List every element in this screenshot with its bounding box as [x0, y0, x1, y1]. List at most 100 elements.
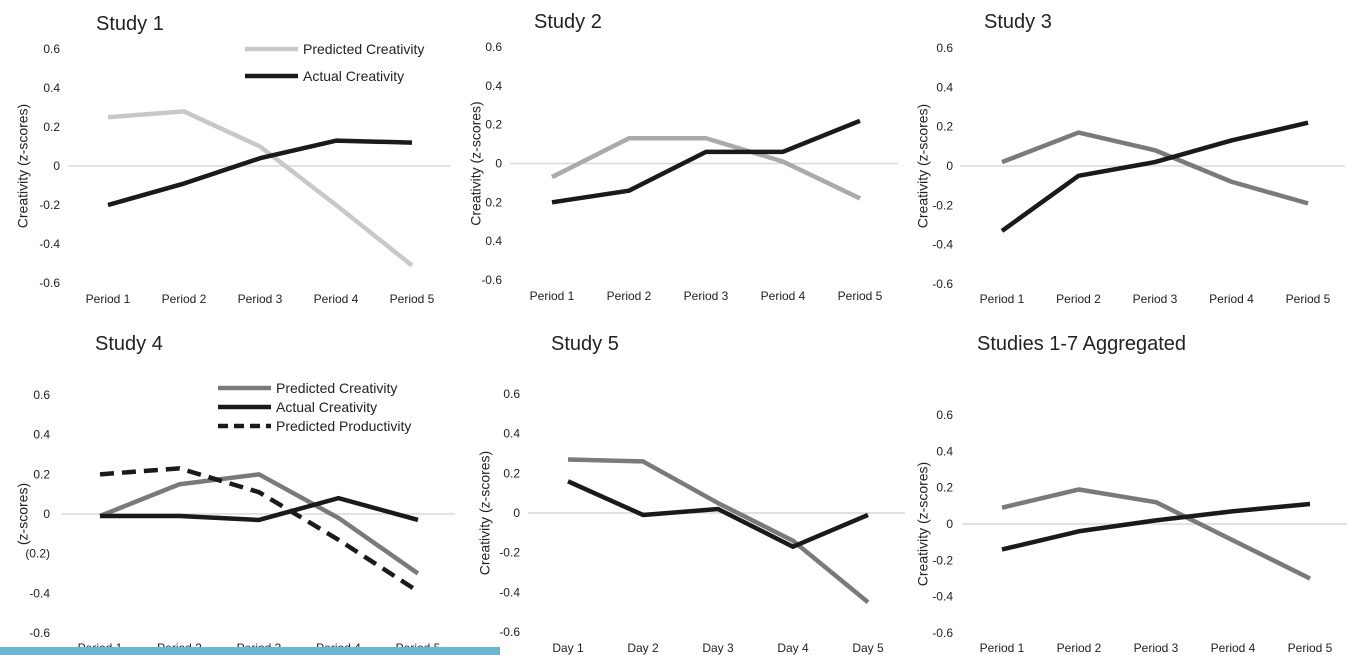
series-line-1 — [550, 136, 861, 201]
y-axis-label: Creativity (z-scores) — [477, 451, 493, 575]
y-tick-label: -0.2 — [932, 553, 953, 567]
x-tick-label: Day 2 — [627, 641, 659, 655]
y-tick-label: -0.2 — [932, 198, 953, 212]
chart-panel-1: Study 1 Creativity (z-scores) 0.6 0.4 0.2 0 -0… — [15, 13, 450, 306]
x-tick-label: Day 4 — [777, 641, 809, 655]
chart-title: Studies 1-7 Aggregated — [977, 333, 1186, 355]
chart-panel-2: Study 2 Creativity (z-scores) 0.6 0.4 0.2 0 0.… — [468, 11, 898, 303]
series-line-1 — [1001, 130, 1309, 206]
chart-panel-3: Study 3 Creativity (z-scores) 0.6 0.4 0.2 0 -0… — [915, 11, 1345, 306]
y-tick-label: (0.2) — [25, 547, 50, 561]
y-tick-label: 0.4 — [43, 81, 60, 95]
y-tick-label: -0.6 — [29, 626, 50, 640]
y-tick-label: 0.2 — [936, 120, 953, 134]
y-tick-label: 0.4 — [485, 79, 502, 93]
x-tick-label: Period 4 — [314, 292, 359, 306]
y-axis-label: Creativity (z-scores) — [915, 104, 931, 228]
x-tick-label: Day 3 — [702, 641, 734, 655]
y-axis-label: (z-scores) — [15, 483, 31, 545]
legend-label: Predicted Creativity — [303, 41, 424, 57]
legend-label: Actual Creativity — [303, 68, 404, 84]
chart-title: Study 4 — [95, 333, 163, 355]
chart-panel-5: Study 5 Creativity (z-scores) 0.6 0.4 0.2 0 -0… — [477, 333, 905, 655]
x-tick-label: Period 1 — [86, 292, 131, 306]
legend-label: Actual Creativity — [276, 399, 377, 415]
y-tick-label: -0.4 — [932, 590, 953, 604]
y-tick-label: 0 — [495, 157, 502, 171]
y-tick-label: -0.4 — [499, 585, 520, 599]
y-tick-label: 0.4 — [485, 234, 502, 248]
x-tick-label: Period 4 — [761, 289, 806, 303]
y-tick-label: 0.6 — [43, 42, 60, 56]
x-tick-label: Period 3 — [684, 289, 729, 303]
y-tick-label: 0.6 — [936, 408, 953, 422]
chart-panel-4: Study 4 (z-scores) 0.6 0.4 0.2 0 (0.2) -0.4 -0.6… — [15, 333, 455, 655]
y-tick-label: 0 — [513, 506, 520, 520]
x-tick-label: Period 3 — [1134, 641, 1179, 655]
series-line-2 — [107, 138, 413, 208]
y-tick-label: 0.4 — [936, 444, 953, 458]
x-tick-label: Period 1 — [530, 289, 575, 303]
chart-title: Study 3 — [984, 11, 1052, 33]
chart-title: Study 1 — [96, 13, 164, 35]
y-axis-label: Creativity (z-scores) — [915, 462, 931, 586]
chart-panel-6: Studies 1-7 Aggregated Creativity (z-scor… — [915, 333, 1347, 655]
x-tick-label: Period 4 — [1209, 292, 1254, 306]
y-tick-label: -0.4 — [932, 238, 953, 252]
y-tick-label: 0.6 — [485, 40, 502, 54]
y-tick-label: 0.2 — [43, 120, 60, 134]
y-tick-label: 0.4 — [936, 80, 953, 94]
y-tick-label: 0 — [946, 517, 953, 531]
series-line-2 — [567, 479, 869, 549]
x-tick-label: Day 1 — [552, 641, 584, 655]
y-tick-label: -0.6 — [481, 273, 502, 287]
y-tick-label: 0 — [946, 159, 953, 173]
y-tick-label: 0.6 — [936, 41, 953, 55]
series-line-1 — [1001, 487, 1311, 581]
y-tick-label: -0.6 — [932, 626, 953, 640]
series-line-2 — [1000, 120, 1309, 233]
series-line-2 — [1001, 501, 1311, 552]
y-tick-label: 0 — [53, 159, 60, 173]
y-tick-label: 0.6 — [503, 387, 520, 401]
y-tick-label: -0.2 — [39, 198, 60, 212]
x-tick-label: Period 1 — [980, 641, 1025, 655]
x-tick-label: Day 5 — [852, 641, 884, 655]
x-tick-label: Period 3 — [238, 292, 283, 306]
x-tick-label: Period 2 — [1057, 641, 1102, 655]
x-tick-label: Period 2 — [607, 289, 652, 303]
x-tick-label: Period 5 — [1288, 641, 1333, 655]
x-tick-label: Period 5 — [838, 289, 883, 303]
y-tick-label: 0.2 — [33, 467, 50, 481]
y-tick-label: 0.2 — [485, 195, 502, 209]
series-line-3 — [99, 466, 420, 594]
x-tick-label: Period 1 — [980, 292, 1025, 306]
y-axis-label: Creativity (z-scores) — [468, 101, 484, 225]
legend-label: Predicted Productivity — [276, 418, 411, 434]
y-tick-label: -0.2 — [499, 546, 520, 560]
y-tick-label: 0.2 — [503, 466, 520, 480]
x-tick-label: Period 3 — [1133, 292, 1178, 306]
y-tick-label: 0.4 — [503, 427, 520, 441]
y-tick-label: 0.4 — [33, 428, 50, 442]
y-tick-label: -0.4 — [29, 586, 50, 600]
y-tick-label: 0.6 — [33, 388, 50, 402]
y-axis-label: Creativity (z-scores) — [15, 104, 31, 228]
x-tick-label: Period 2 — [1056, 292, 1101, 306]
x-tick-label: Period 2 — [162, 292, 207, 306]
series-line-2 — [551, 118, 861, 205]
chart-title: Study 5 — [551, 333, 619, 355]
y-tick-label: -0.6 — [39, 276, 60, 290]
y-tick-label: 0 — [43, 507, 50, 521]
y-tick-label: 0.2 — [485, 118, 502, 132]
y-tick-label: 0.2 — [936, 481, 953, 495]
x-tick-label: Period 4 — [1211, 641, 1256, 655]
series-line-1 — [567, 457, 870, 604]
y-tick-label: -0.4 — [39, 237, 60, 251]
y-tick-label: -0.6 — [932, 277, 953, 291]
legend-label: Predicted Creativity — [276, 380, 397, 396]
bottom-accent-bar — [0, 647, 500, 655]
x-tick-label: Period 5 — [390, 292, 435, 306]
y-tick-label: -0.6 — [499, 625, 520, 639]
